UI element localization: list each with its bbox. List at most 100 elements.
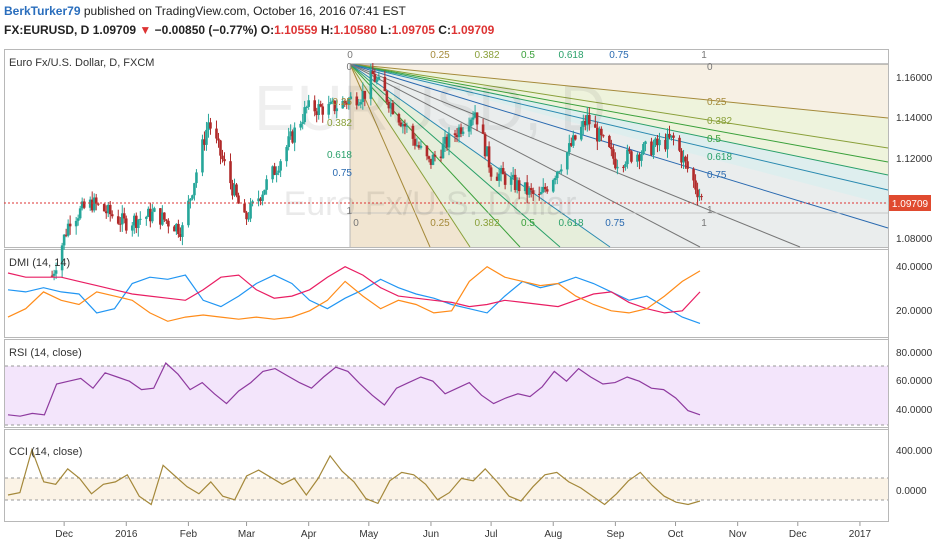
candle [636,152,639,167]
candle [445,134,449,151]
candle [116,209,120,225]
rsi-tick: 60.0000 [896,376,932,387]
rsi-band [5,366,888,425]
candle [327,95,331,119]
candle [684,155,687,169]
candle [191,194,194,201]
candle [594,115,597,128]
candle [315,107,319,123]
fan-labels: 0 0.25 0.382 0.5 0.618 0.75 10 0.25 0.382 0.5 0.61… [327,50,732,229]
candle [78,205,82,220]
candle-series[interactable] [50,63,703,281]
candle [76,214,80,226]
candle [467,117,471,138]
main-pane-title[interactable]: Euro Fx/U.S. Dollar, D, FXCM [9,57,154,69]
fan-bottom-label: 0.5 [521,218,535,229]
cci-band [5,478,888,500]
candle [94,193,98,211]
candle [92,193,96,213]
candle [543,183,547,193]
candle [181,222,184,246]
candle [165,219,168,224]
candle [205,121,208,151]
price-tick: 1.14000 [896,113,932,124]
rsi-pane[interactable] [7,362,701,417]
candle [529,183,533,198]
candle [307,94,310,110]
down-arrow-icon: ▼ [139,23,152,37]
fan-bottom-label: 0.382 [474,218,499,229]
time-axis[interactable]: Dec 2016 Feb Mar Apr May Jun Jul Aug Sep Oct Nov Dec… [55,522,871,540]
candle [551,178,555,193]
rsi-axis: 80.0000 60.0000 40.0000 [896,348,932,416]
candle [489,165,493,181]
cci-pane[interactable] [7,447,701,506]
candle [333,100,337,115]
candle [497,167,501,187]
time-tick-label: Sep [606,529,624,540]
dmi-pane[interactable] [7,265,701,324]
candle [515,177,519,194]
candle [459,123,463,138]
candle [305,105,308,114]
time-tick-label: Dec [789,529,807,540]
candle [203,131,206,151]
candle [235,182,238,198]
candle [553,175,557,185]
candle [399,119,403,128]
candle [219,139,222,165]
candle [88,196,92,211]
time-tick-label: Feb [180,529,198,540]
candle [345,100,349,110]
candle [349,92,353,100]
candle [628,146,631,154]
last-price: 1.09709 [92,23,137,37]
candle [555,170,559,185]
candle [664,133,667,152]
candle [299,120,302,131]
fan-right-label: 0.618 [707,152,732,163]
candle [301,113,304,130]
candle [403,119,407,135]
candle [233,178,236,197]
candle [668,125,671,140]
time-tick-label: 2017 [849,529,872,540]
candle [285,145,288,167]
candle [622,165,625,173]
fan-right-label: 1 [707,205,713,216]
high-label: H: [320,23,334,37]
candle [321,103,325,123]
fan-left-label: 0.382 [327,118,352,129]
price-tick: 1.16000 [896,73,932,84]
candle [696,182,699,206]
candle [319,100,323,108]
rsi-pane-title[interactable]: RSI (14, close) [9,347,82,359]
candle [447,127,451,156]
fan-top-label: 0 [347,50,353,61]
symbol-name[interactable]: FX:EURUSD, D [4,23,90,37]
candle [469,117,473,135]
price-tick: 1.12000 [896,154,932,165]
high-value: 1.10580 [333,23,377,37]
cci-pane-title[interactable]: CCI (14, close) [9,446,82,458]
fan-left-label: 1 [346,206,352,217]
dmi-pane-title[interactable]: DMI (14, 14) [9,257,70,269]
publish-line: BerkTurker79 published on TradingView.co… [4,4,406,18]
candle [361,82,365,110]
candle [602,134,605,138]
rsi-tick: 80.0000 [896,348,932,359]
candle [247,212,250,222]
pane-titles: Euro Fx/U.S. Dollar, D, FXCM DMI (14, 14… [9,57,154,458]
candle [243,199,246,213]
candle [405,122,409,133]
price-change: −0.00850 (−0.77%) [154,23,258,37]
gann-fan[interactable] [349,63,889,248]
candle [614,152,617,170]
candle [513,168,517,193]
candle [215,120,218,144]
price-axis[interactable]: 1.16000 1.14000 1.12000 1.08000 [896,73,932,245]
author-link[interactable]: BerkTurker79 [4,4,81,18]
fan-line-right [349,63,889,176]
candle [229,153,232,190]
